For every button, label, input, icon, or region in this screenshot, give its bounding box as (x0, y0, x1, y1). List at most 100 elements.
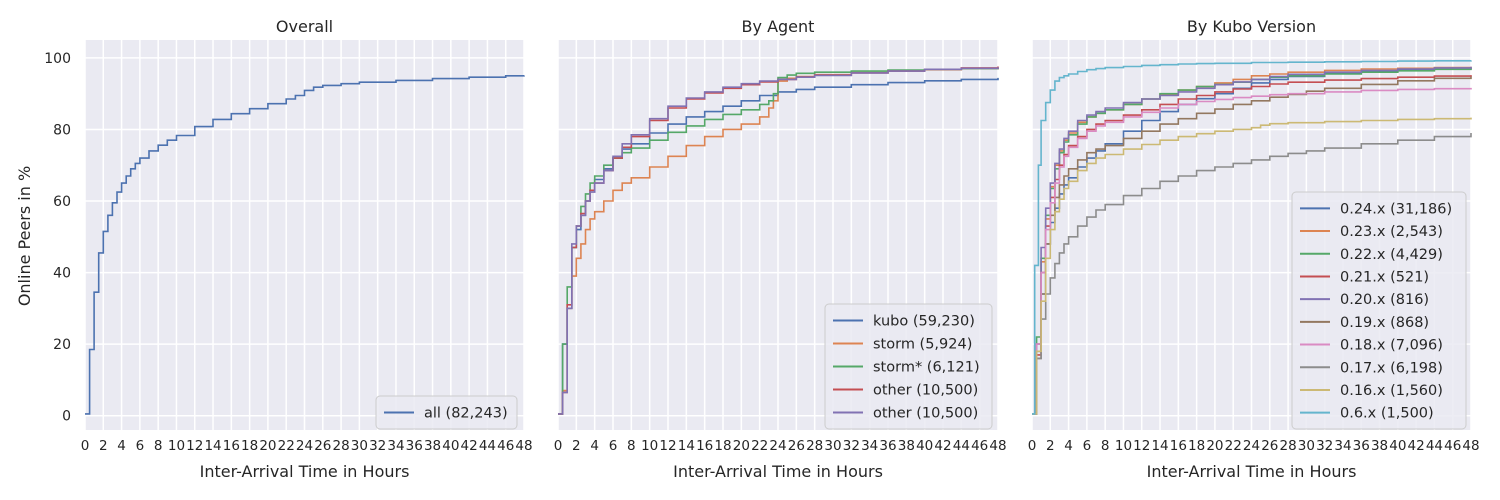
x-tick-label: 14 (204, 438, 221, 454)
x-tick-label: 46 (1444, 438, 1461, 454)
x-tick-label: 0 (81, 438, 90, 454)
legend-label: 0.22.x (4,429) (1340, 247, 1443, 263)
chart-panel-1: 0 2 4 6 8 10 12 14 16 18 20 22 24 26 28 30 32 34 36 38 40 42 4… (554, 17, 1007, 481)
x-tick-label: 14 (1151, 438, 1168, 454)
series-line-4 (558, 67, 999, 415)
x-axis-label: Inter-Arrival Time in Hours (673, 462, 883, 481)
series-line-7 (1032, 133, 1472, 415)
x-tick-label: 24 (769, 438, 786, 454)
y-tick-labels: 0 20 40 60 80 100 (44, 51, 71, 425)
series-line-5 (1032, 76, 1472, 415)
x-tick-label: 20 (1206, 438, 1223, 454)
x-tick-labels: 0 2 4 6 8 10 12 14 16 18 20 22 24 26 28 30 32 34 36 38 40 42 4… (1028, 438, 1480, 454)
legend-box (375, 395, 518, 430)
x-axis-label: Inter-Arrival Time in Hours (200, 462, 410, 481)
y-tick-label: 60 (53, 194, 71, 210)
x-tick-label: 48 (1462, 438, 1479, 454)
x-tick-label: 30 (824, 438, 841, 454)
series-line-8 (1032, 117, 1472, 415)
x-tick-label: 14 (678, 438, 695, 454)
x-tick-label: 4 (590, 438, 599, 454)
legend: kubo (59,230) storm (5,924) storm* (6,121)… (824, 303, 993, 430)
chart-panel-2: 0 2 4 6 8 10 12 14 16 18 20 22 24 26 28 30 32 34 36 38 40 42 4… (1028, 17, 1480, 481)
series-line-2 (558, 67, 999, 415)
x-tick-label: 42 (934, 438, 951, 454)
x-tick-label: 18 (241, 438, 258, 454)
x-tick-label: 4 (1064, 438, 1073, 454)
x-tick-label: 26 (1261, 438, 1278, 454)
x-tick-label: 22 (1225, 438, 1242, 454)
legend-box (824, 303, 993, 430)
legend-box (1291, 191, 1467, 430)
x-tick-labels: 0 2 4 6 8 10 12 14 16 18 20 22 24 26 28 30 32 34 36 38 40 42 4… (554, 438, 1007, 454)
x-tick-label: 6 (1083, 438, 1092, 454)
x-tick-label: 30 (351, 438, 368, 454)
x-tick-label: 28 (1279, 438, 1296, 454)
x-tick-label: 8 (1101, 438, 1110, 454)
x-tick-label: 40 (1389, 438, 1406, 454)
x-tick-label: 46 (497, 438, 514, 454)
x-tick-label: 12 (186, 438, 203, 454)
series-line-0 (85, 75, 525, 415)
x-tick-label: 32 (843, 438, 860, 454)
x-tick-label: 0 (1028, 438, 1037, 454)
x-tick-label: 28 (806, 438, 823, 454)
chart-title: Overall (276, 17, 333, 36)
x-tick-label: 38 (424, 438, 441, 454)
y-tick-label: 80 (53, 122, 71, 138)
x-tick-label: 38 (1371, 438, 1388, 454)
x-tick-label: 48 (989, 438, 1006, 454)
x-tick-label: 10 (641, 438, 658, 454)
legend-label: 0.16.x (1,560) (1340, 383, 1443, 399)
series-group (1032, 60, 1472, 415)
x-tick-label: 36 (879, 438, 896, 454)
legend-label: other (10,500) (873, 383, 978, 399)
x-tick-label: 34 (387, 438, 404, 454)
x-tick-label: 40 (442, 438, 459, 454)
x-tick-label: 18 (714, 438, 731, 454)
legend: all (82,243) (375, 395, 518, 430)
x-tick-label: 46 (971, 438, 988, 454)
series-group (558, 66, 999, 415)
x-tick-label: 2 (99, 438, 108, 454)
x-tick-label: 42 (1408, 438, 1425, 454)
legend-label: 0.23.x (2,543) (1340, 224, 1443, 240)
x-tick-labels: 0 2 4 6 8 10 12 14 16 18 20 22 24 26 28 30 32 34 36 38 40 42 4… (81, 438, 533, 454)
y-tick-label: 40 (53, 266, 71, 282)
x-tick-label: 8 (627, 438, 636, 454)
legend-label: 0.6.x (1,500) (1340, 406, 1434, 422)
x-tick-label: 32 (1316, 438, 1333, 454)
x-tick-label: 10 (1115, 438, 1132, 454)
y-tick-label: 100 (44, 51, 71, 67)
legend-label: 0.21.x (521) (1340, 269, 1429, 285)
legend-label: 0.18.x (7,096) (1340, 338, 1443, 354)
chart-title: By Kubo Version (1187, 17, 1316, 36)
x-tick-label: 42 (461, 438, 478, 454)
x-tick-label: 6 (136, 438, 145, 454)
legend-label: 0.19.x (868) (1340, 315, 1429, 331)
x-tick-label: 2 (572, 438, 581, 454)
x-tick-label: 18 (1188, 438, 1205, 454)
x-tick-label: 20 (733, 438, 750, 454)
x-tick-label: 20 (259, 438, 276, 454)
x-tick-label: 6 (609, 438, 618, 454)
x-tick-label: 44 (1426, 438, 1443, 454)
grid (557, 40, 999, 430)
y-tick-label: 0 (62, 409, 71, 425)
legend-label: storm* (6,121) (873, 360, 980, 376)
legend-label: all (82,243) (424, 406, 508, 422)
legend-label: 0.17.x (6,198) (1340, 360, 1443, 376)
legend-label: 0.24.x (31,186) (1340, 201, 1452, 217)
x-tick-label: 16 (223, 438, 240, 454)
y-tick-label: 20 (53, 337, 71, 353)
x-tick-label: 34 (861, 438, 878, 454)
x-tick-label: 48 (515, 438, 532, 454)
x-tick-label: 2 (1046, 438, 1055, 454)
x-tick-label: 36 (1353, 438, 1370, 454)
x-tick-label: 38 (898, 438, 915, 454)
figure-y-axis-label: Online Peers in % (15, 166, 34, 306)
x-tick-label: 12 (659, 438, 676, 454)
x-tick-label: 32 (369, 438, 386, 454)
legend-label: kubo (59,230) (873, 314, 975, 330)
